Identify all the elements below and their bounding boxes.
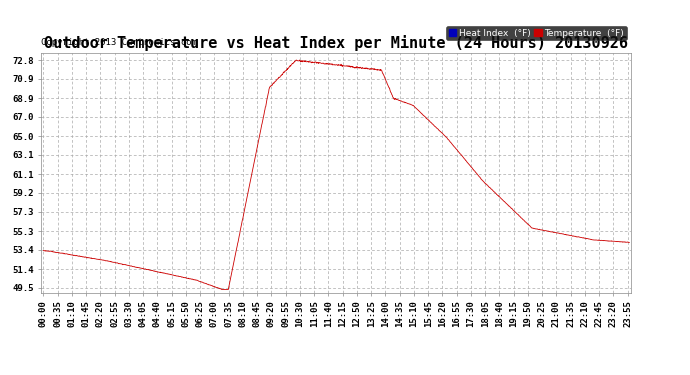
- Legend: Heat Index  (°F), Temperature  (°F): Heat Index (°F), Temperature (°F): [446, 26, 627, 40]
- Text: Copyright 2013 Cartronics.com: Copyright 2013 Cartronics.com: [41, 38, 197, 47]
- Title: Outdoor Temperature vs Heat Index per Minute (24 Hours) 20130926: Outdoor Temperature vs Heat Index per Mi…: [44, 35, 629, 51]
